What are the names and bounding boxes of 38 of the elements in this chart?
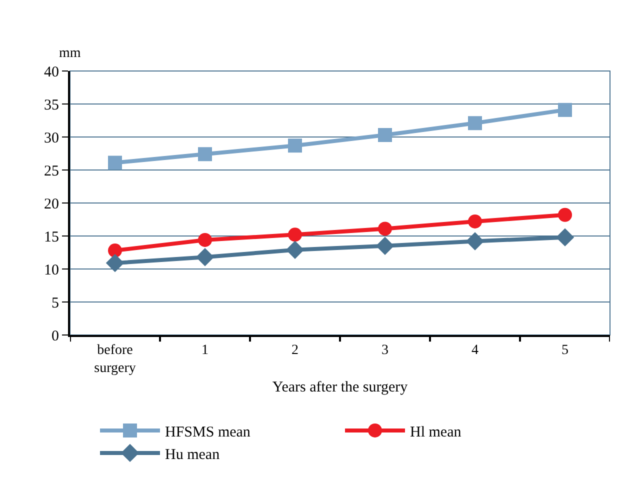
point — [558, 102, 572, 117]
point — [108, 156, 122, 170]
point — [466, 232, 484, 250]
x-tick-label: 5 — [562, 342, 568, 358]
x-tick-label: before surgery — [94, 342, 136, 376]
y-tick-label: 35 — [44, 97, 59, 114]
point — [378, 222, 392, 236]
y-tick-label: 5 — [52, 295, 59, 312]
legend-label: Hu mean — [165, 446, 220, 463]
point — [378, 128, 392, 142]
point — [106, 254, 124, 272]
point — [286, 240, 304, 259]
x-tick-label: 3 — [382, 342, 388, 358]
legend-label: HFSMS mean — [165, 424, 251, 440]
x-tick-label: 4 — [472, 342, 478, 358]
x-tick-label: 2 — [292, 342, 298, 358]
point — [198, 232, 212, 247]
y-tick-label: 0 — [52, 328, 59, 344]
y-tick-label: 15 — [44, 229, 59, 246]
point — [468, 116, 482, 130]
point — [556, 228, 574, 246]
point — [288, 138, 302, 153]
point — [558, 208, 572, 222]
point — [198, 147, 212, 162]
point — [108, 244, 122, 258]
x-tick-label: 1 — [202, 342, 208, 358]
y-axis-title: mm — [59, 46, 81, 61]
y-tick-label: 25 — [44, 163, 59, 180]
point — [376, 236, 394, 255]
point — [288, 228, 302, 242]
y-tick-label: 20 — [44, 196, 59, 212]
y-tick-label: 10 — [44, 262, 59, 278]
legend-label: Hl mean — [410, 424, 462, 440]
point — [468, 214, 482, 228]
point — [196, 248, 214, 266]
x-axis-title: Years after the surgery — [272, 380, 408, 396]
y-tick-label: 40 — [44, 64, 59, 80]
y-tick-label: 30 — [44, 130, 59, 146]
